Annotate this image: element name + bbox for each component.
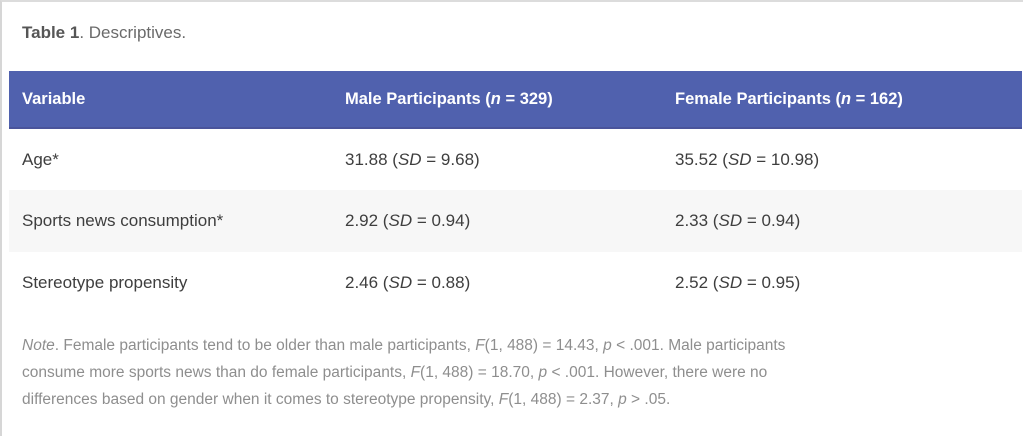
variable-cell: Sports news consumption* (22, 211, 224, 230)
table-row-sports-news-consumption: Sports news consumption* 2.92 (SD = 0.94… (9, 190, 1022, 252)
variable-cell: Age* (22, 149, 59, 169)
female-value-cell: 2.33 (SD = 0.94) (675, 211, 801, 230)
table-header-row: Variable Male Participants (n = 329) Fem… (9, 71, 1022, 129)
male-value-cell: 31.88 (SD = 9.68) (345, 149, 480, 169)
column-header-male-participants: Male Participants (n = 329) (345, 71, 675, 129)
male-value-cell: 2.46 (SD = 0.88) (345, 273, 471, 292)
male-value-cell: 2.92 (SD = 0.94) (345, 211, 471, 230)
table-row-age: Age* 31.88 (SD = 9.68) 35.52 (SD = 10.98… (9, 128, 1022, 190)
female-value-cell: 35.52 (SD = 10.98) (675, 149, 820, 169)
female-value-cell: 2.52 (SD = 0.95) (675, 273, 801, 292)
column-header-variable: Variable (9, 71, 345, 129)
descriptives-table: Variable Male Participants (n = 329) Fem… (9, 71, 1022, 314)
column-header-female-participants: Female Participants (n = 162) (675, 71, 1022, 129)
table-note: Note. Female participants tend to be old… (22, 337, 786, 408)
table-caption: Table 1. Descriptives. (22, 23, 187, 42)
table-row-stereotype-propensity: Stereotype propensity 2.46 (SD = 0.88) 2… (9, 252, 1022, 314)
variable-cell: Stereotype propensity (22, 273, 188, 292)
